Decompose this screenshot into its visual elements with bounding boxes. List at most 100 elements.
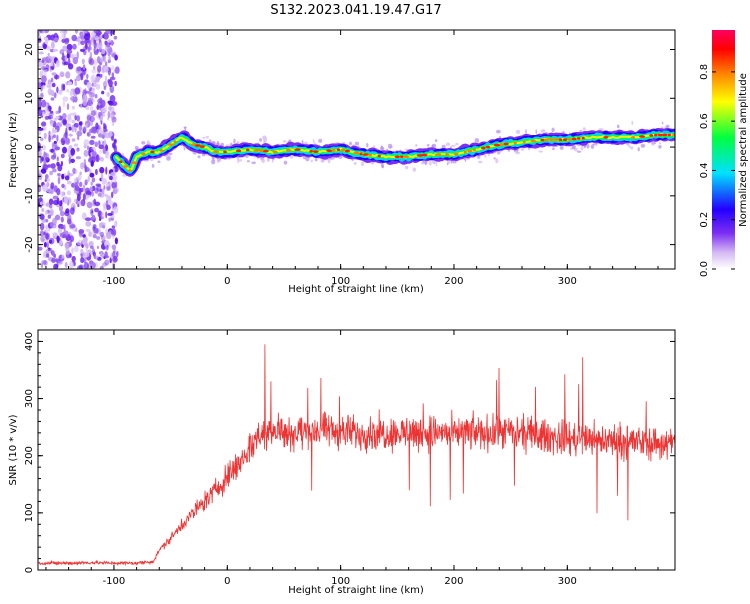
noise-blob xyxy=(68,126,72,131)
ridge-halo-speck xyxy=(318,138,323,143)
noise-region xyxy=(38,30,120,269)
chart-title: S132.2023.041.19.47.G17 xyxy=(270,3,441,18)
noise-blob xyxy=(92,214,96,220)
noise-blob xyxy=(94,207,100,213)
noise-blob xyxy=(60,153,65,159)
snr-frame xyxy=(37,329,676,571)
ridge-peak xyxy=(667,133,672,137)
ridge-halo-speck xyxy=(658,145,662,149)
ridge-halo-speck xyxy=(216,140,220,146)
noise-blob xyxy=(51,258,56,263)
noise-blob xyxy=(52,168,57,173)
ridge-halo-speck xyxy=(183,126,187,129)
ridge-halo-speck xyxy=(237,158,240,163)
noise-blob xyxy=(82,184,86,190)
noise-blob xyxy=(56,60,60,68)
noise-blob xyxy=(69,207,75,215)
noise-blob xyxy=(112,142,116,149)
x-tick-label: -100 xyxy=(103,276,126,287)
ridge-halo-speck xyxy=(327,158,331,164)
ridge-halo-speck xyxy=(520,147,525,151)
ridge-peak xyxy=(421,153,428,157)
frequency-ridge xyxy=(110,120,675,177)
noise-blob xyxy=(103,86,107,90)
noise-blob xyxy=(50,77,54,83)
ridge-halo-speck xyxy=(354,141,359,146)
ridge-peak xyxy=(453,152,459,156)
noise-blob xyxy=(52,149,56,154)
noise-blob xyxy=(38,51,45,55)
ridge-peak xyxy=(294,148,301,151)
ridge-halo-speck xyxy=(433,162,436,165)
noise-blob xyxy=(53,37,59,43)
ridge-halo-speck xyxy=(446,142,451,147)
noise-blob xyxy=(46,242,49,248)
ridge-peak xyxy=(118,160,123,163)
ridge-peak xyxy=(631,136,636,139)
ridge-peak xyxy=(212,150,220,154)
ridge-peak xyxy=(159,149,164,152)
noise-blob xyxy=(86,131,91,137)
noise-blob xyxy=(92,224,97,229)
noise-blob xyxy=(80,72,84,81)
noise-blob xyxy=(68,133,73,137)
noise-blob xyxy=(110,65,115,71)
noise-blob xyxy=(43,107,50,116)
ridge-halo-speck xyxy=(640,143,646,148)
noise-blob xyxy=(77,194,81,201)
noise-blob xyxy=(91,83,94,87)
noise-blob xyxy=(96,104,100,110)
noise-blob xyxy=(105,211,108,219)
ridge-halo-speck xyxy=(630,146,634,150)
ridge-peak xyxy=(581,136,585,140)
ridge-halo-speck xyxy=(151,163,155,168)
noise-blob xyxy=(58,200,63,207)
noise-blob xyxy=(59,30,66,34)
noise-blob xyxy=(94,141,99,148)
noise-blob xyxy=(91,177,96,183)
ridge-halo-speck xyxy=(428,160,432,166)
noise-blob xyxy=(89,94,93,99)
noise-blob xyxy=(94,58,98,66)
ridge-halo-speck xyxy=(435,161,438,167)
noise-blob xyxy=(48,112,54,117)
noise-blob xyxy=(102,122,106,126)
noise-blob xyxy=(69,112,76,116)
noise-blob xyxy=(48,189,54,195)
noise-blob xyxy=(90,126,97,134)
noise-blob xyxy=(59,240,63,246)
noise-blob xyxy=(85,106,90,111)
ridge-peak xyxy=(544,138,550,141)
ridge-halo-speck xyxy=(590,144,595,149)
noise-blob xyxy=(38,61,44,68)
ridge-halo-speck xyxy=(233,138,236,144)
noise-blob xyxy=(113,255,117,262)
ridge-halo-speck xyxy=(412,167,416,172)
ridge-peak xyxy=(558,138,563,141)
ridge-halo-speck xyxy=(404,165,409,170)
noise-blob xyxy=(62,113,67,120)
noise-blob xyxy=(74,78,77,82)
noise-blob xyxy=(53,129,58,134)
ridge-halo-speck xyxy=(637,147,640,152)
ridge-halo-speck xyxy=(387,143,393,149)
noise-blob xyxy=(48,239,53,244)
snr-line xyxy=(38,344,675,567)
ridge-halo-speck xyxy=(651,141,654,146)
noise-blob xyxy=(58,260,63,265)
noise-blob xyxy=(52,91,55,96)
noise-blob xyxy=(71,256,76,262)
x-tick-label: 0 xyxy=(224,576,230,587)
noise-blob xyxy=(84,165,88,173)
noise-blob xyxy=(90,104,94,113)
ridge-peak xyxy=(326,149,333,152)
y-tick-label: -20 xyxy=(24,236,35,252)
ridge-halo-speck xyxy=(216,157,221,163)
noise-blob xyxy=(97,133,104,138)
noise-blob xyxy=(47,52,50,57)
noise-blob xyxy=(62,45,68,52)
ridge-peak xyxy=(549,138,554,141)
colorbar-tick-label: 0.8 xyxy=(699,64,710,80)
ridge-halo-speck xyxy=(628,145,631,148)
